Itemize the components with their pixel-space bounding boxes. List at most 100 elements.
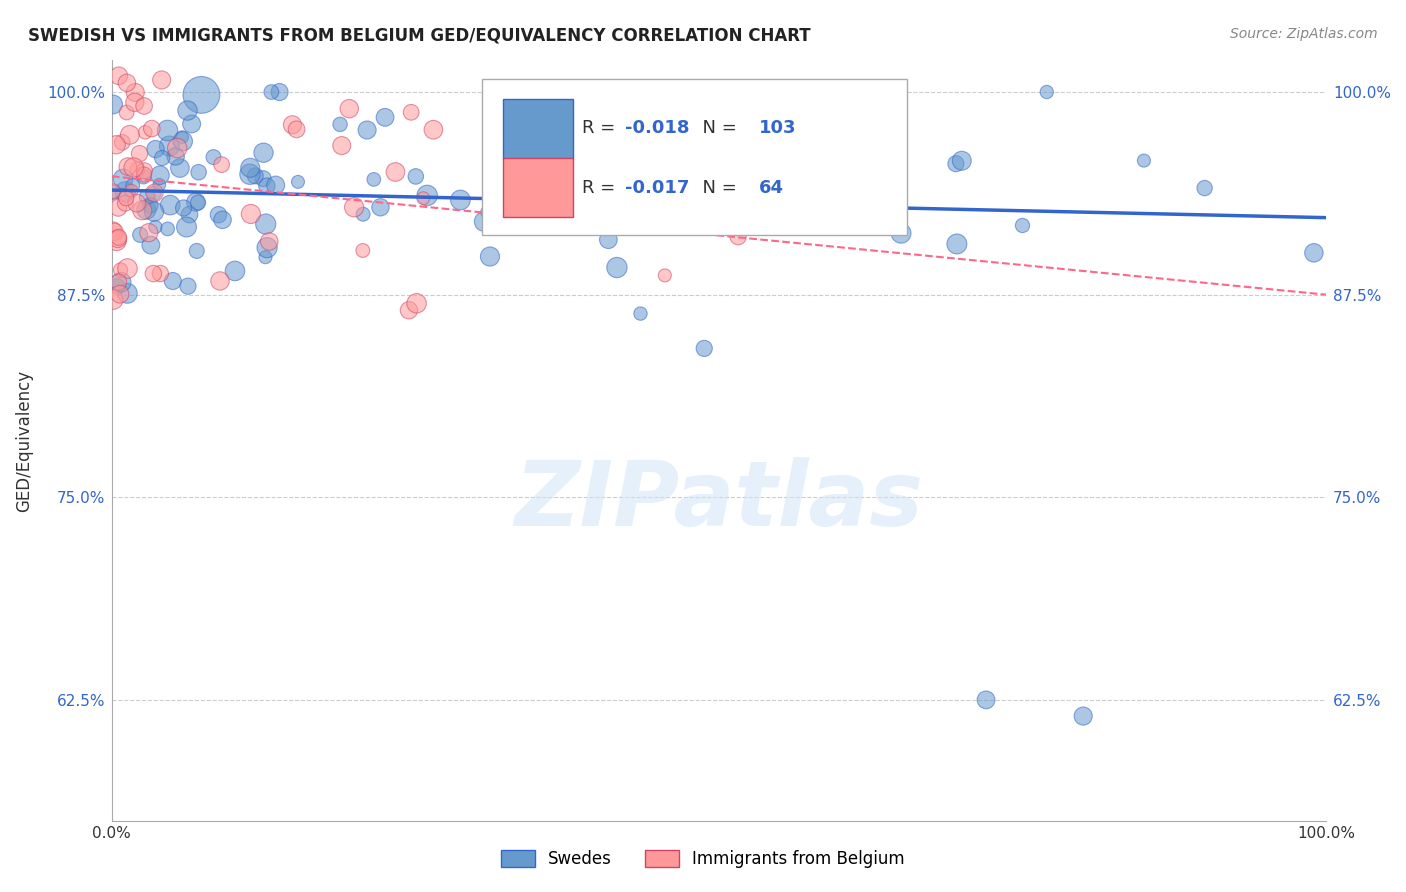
Point [208,274,231,288]
Text: R =: R = [582,178,620,196]
Point [117,160,139,174]
Point [551,137,574,152]
Point [449,193,471,207]
Point [107,201,129,215]
Point [107,69,129,83]
FancyBboxPatch shape [503,158,574,218]
Point [170,130,193,145]
Point [630,307,652,321]
Point [162,274,184,288]
Point [623,205,645,219]
Point [176,103,198,118]
Point [179,208,201,222]
Legend: Swedes, Immigrants from Belgium: Swedes, Immigrants from Belgium [495,843,911,875]
Point [398,303,420,318]
Point [127,162,149,177]
Point [131,203,153,218]
Point [281,118,304,132]
Point [107,279,129,293]
Point [184,195,207,210]
Point [405,296,427,310]
Point [110,275,132,289]
Point [117,286,139,301]
Point [706,151,728,165]
Point [103,225,125,239]
Point [124,86,146,100]
Point [472,214,495,228]
Point [125,196,148,211]
Point [945,157,967,171]
Point [384,165,406,179]
Point [165,149,187,163]
Point [264,178,287,193]
Point [149,168,172,182]
Point [186,244,208,258]
Point [890,227,912,241]
Point [259,235,281,249]
Point [108,287,131,301]
Point [143,204,166,219]
Point [748,208,770,222]
Point [149,267,172,281]
Point [399,105,422,120]
Point [187,165,209,179]
Point [707,210,730,224]
Point [882,174,904,188]
Point [110,263,132,277]
Point [630,211,652,226]
Point [692,122,714,136]
Point [356,123,378,137]
Point [239,167,262,181]
Point [745,201,768,215]
Point [141,121,163,136]
Point [416,188,439,202]
Point [202,150,225,164]
Point [363,172,385,186]
Point [166,141,188,155]
Point [156,222,179,236]
Point [330,138,353,153]
Text: N =: N = [690,120,742,137]
Point [654,268,676,283]
Point [117,261,139,276]
Point [103,293,125,307]
Point [254,217,277,231]
Point [287,175,309,189]
Point [114,185,136,199]
Text: R =: R = [582,120,620,137]
Point [260,85,283,99]
Point [132,168,155,182]
Point [101,186,124,200]
Point [256,179,278,194]
Point [159,198,181,212]
Point [648,137,671,152]
Text: Source: ZipAtlas.com: Source: ZipAtlas.com [1230,27,1378,41]
Point [718,89,741,103]
Point [101,184,124,198]
Point [405,169,427,184]
Point [115,191,138,205]
Point [252,171,274,186]
Point [1071,709,1094,723]
Point [150,73,173,87]
Point [105,137,128,152]
Point [190,87,212,102]
Point [727,229,749,244]
Point [329,117,352,131]
Point [950,153,973,168]
Point [134,125,156,139]
Point [285,122,308,136]
Point [269,85,291,99]
Point [641,130,664,145]
Point [176,220,198,235]
Point [853,171,876,186]
Point [107,232,129,246]
Point [478,250,501,264]
Point [150,151,173,165]
Point [946,237,969,252]
Point [374,111,396,125]
Point [492,168,515,182]
Point [1194,181,1216,195]
Text: -0.018: -0.018 [626,120,690,137]
Point [370,200,392,214]
